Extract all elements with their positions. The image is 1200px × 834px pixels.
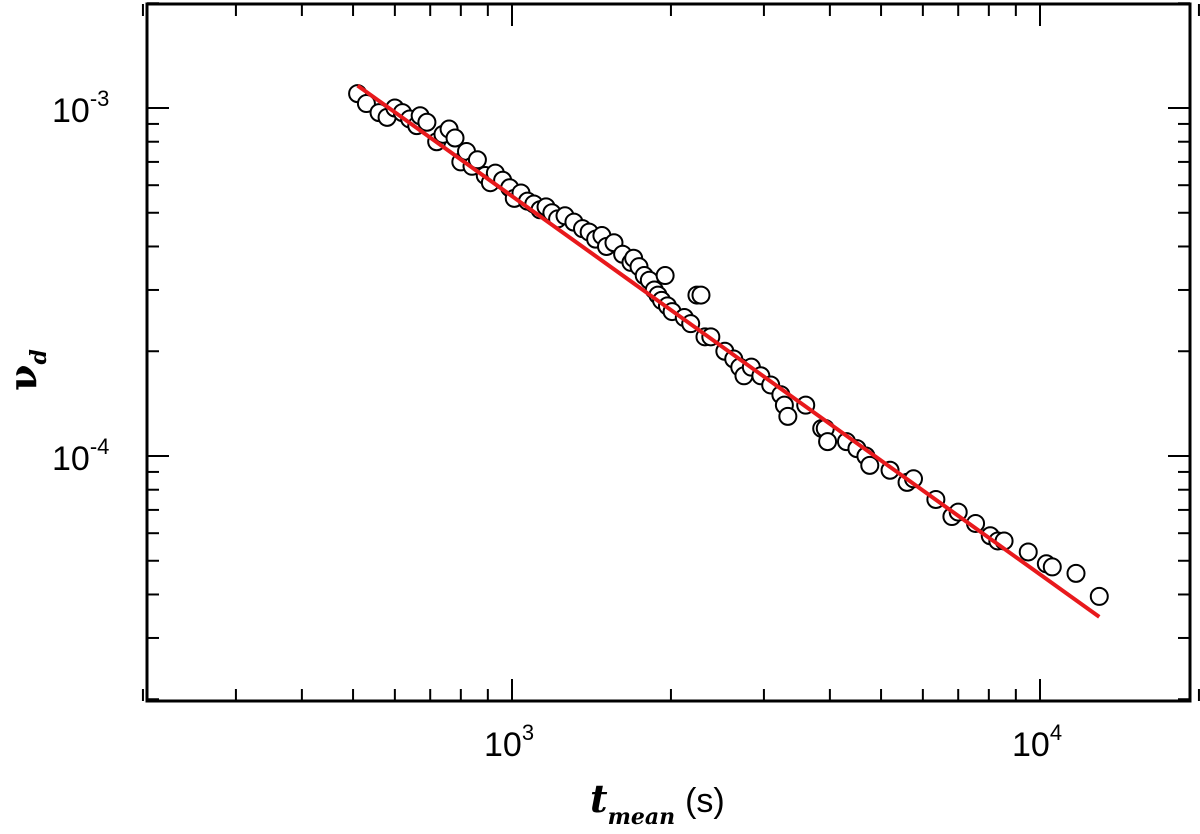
y-tick-label-base: 10 (52, 440, 90, 478)
y-axis-title: νd (0, 349, 52, 391)
x-axis-title: tmean (s) (590, 776, 725, 830)
x-axis-symbol: t (590, 776, 608, 821)
axis-ticks (141, 2, 1200, 701)
x-axis-subscript: mean (608, 804, 676, 830)
y-axis-symbol: ν (0, 365, 45, 391)
data-point (1018, 542, 1038, 562)
fit-line-layer (356, 83, 1101, 619)
x-tick-label-base: 10 (484, 726, 522, 764)
data-point (860, 455, 880, 475)
x-axis-unit: (s) (685, 782, 725, 820)
y-tick-label-base: 10 (52, 92, 90, 130)
x-tick-label-exp: 4 (1050, 720, 1062, 745)
fit-line (356, 83, 1101, 619)
y-axis-subscript: d (26, 349, 52, 364)
data-point (1042, 557, 1062, 577)
y-tick-label: 10-4 (52, 434, 109, 478)
data-point (818, 432, 838, 452)
data-point (1089, 586, 1109, 606)
x-tick-label-base: 10 (1012, 726, 1050, 764)
plot-frame (145, 2, 1192, 703)
x-tick-label: 104 (1012, 720, 1062, 764)
data-point (1066, 563, 1086, 583)
x-tick-label: 103 (484, 720, 534, 764)
data-point (655, 266, 675, 286)
y-tick-label: 10-3 (52, 86, 109, 130)
data-point (417, 112, 437, 132)
x-tick-label-exp: 3 (522, 720, 534, 745)
data-point (356, 94, 376, 114)
data-point (691, 285, 711, 305)
data-point (778, 406, 798, 426)
data-point (445, 128, 465, 148)
y-tick-label-exp: -4 (90, 434, 110, 459)
y-tick-label-exp: -3 (90, 86, 110, 111)
data-point (467, 150, 487, 170)
